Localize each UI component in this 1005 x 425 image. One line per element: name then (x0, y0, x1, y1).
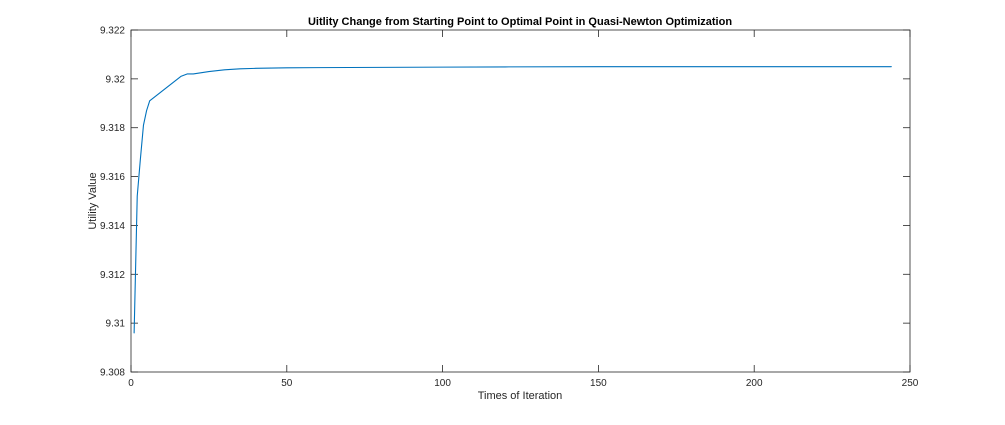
x-axis-label: Times of Iteration (478, 390, 563, 402)
x-tick-label: 200 (746, 378, 763, 389)
plot-frame (130, 29, 911, 373)
x-tick-label: 250 (902, 378, 919, 389)
series-layer (133, 66, 892, 334)
y-axis-label: Utility Value (87, 172, 99, 229)
x-tick-label: 150 (590, 378, 607, 389)
y-tick-label: 9.312 (100, 270, 125, 281)
y-tick-label: 9.32 (106, 74, 126, 85)
y-tick-label: 9.314 (100, 221, 125, 232)
y-tick-label: 9.322 (100, 26, 125, 37)
x-tick-label: 50 (281, 378, 293, 389)
x-tick-label: 100 (434, 378, 451, 389)
x-tick-label: 0 (128, 378, 134, 389)
y-tick-label: 9.308 (100, 368, 125, 379)
y-tick-label: 9.318 (100, 123, 125, 134)
y-tick-label: 9.31 (106, 319, 126, 330)
y-tick-label: 9.316 (100, 172, 125, 183)
chart-title: Uitlity Change from Starting Point to Op… (308, 16, 732, 28)
plot-background (131, 30, 910, 372)
utility-series-line (133, 66, 892, 334)
